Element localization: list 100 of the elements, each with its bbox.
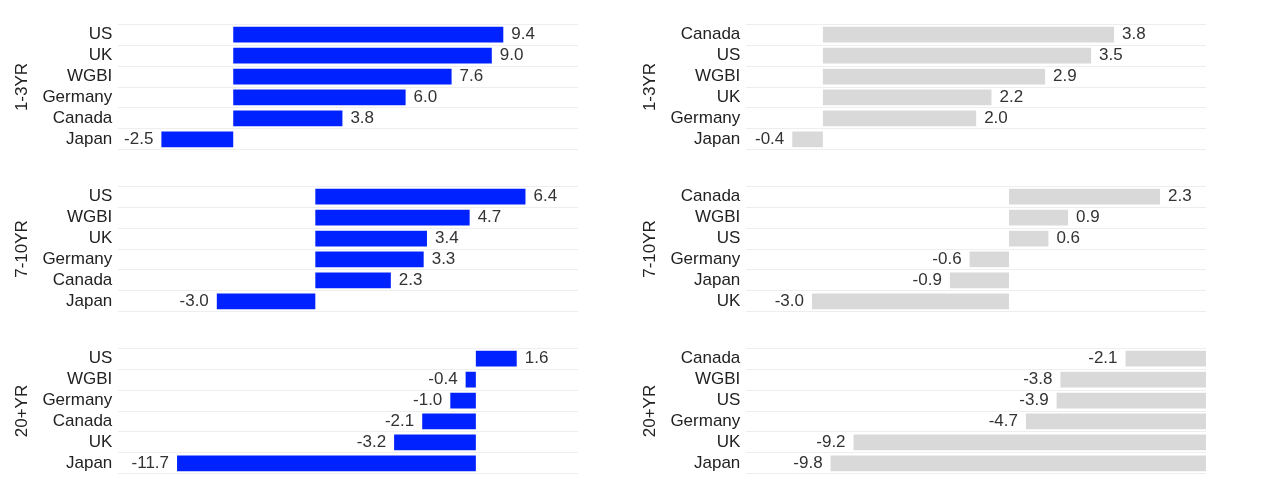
data-label: 4.7 (477, 207, 502, 227)
data-label: 3.8 (1122, 24, 1146, 44)
data-label: -4.7 (988, 411, 1018, 431)
data-label: -3.8 (1023, 369, 1053, 389)
bar (969, 251, 1009, 268)
bar (792, 131, 823, 148)
bar (315, 188, 526, 205)
data-label: -0.6 (932, 249, 962, 269)
data-label: -11.7 (131, 453, 170, 473)
bar (233, 26, 504, 43)
bar (315, 209, 470, 226)
y-tick-label: Canada (680, 186, 741, 206)
data-label: 1.6 (524, 348, 549, 368)
data-label: 2.3 (1168, 186, 1192, 206)
y-tick-label: UK (88, 45, 113, 65)
bar (315, 251, 424, 268)
y-tick-label: Japan (693, 129, 741, 149)
data-label: -3.2 (356, 432, 387, 452)
bar (315, 272, 391, 289)
bar (216, 293, 316, 310)
y-tick-label: WGBI (694, 66, 741, 86)
y-tick-label: WGBI (694, 369, 741, 389)
data-label: 2.9 (1053, 66, 1077, 86)
bar (315, 230, 427, 247)
y-tick-label: Japan (693, 270, 741, 290)
data-label: 3.4 (434, 228, 459, 248)
data-label: -0.4 (754, 129, 785, 149)
data-label: -9.2 (816, 432, 846, 452)
data-label: 7.6 (459, 66, 484, 86)
bar (822, 110, 977, 127)
y-tick-label: Germany (670, 249, 741, 269)
y-tick-label: Germany (42, 87, 113, 107)
bar (233, 89, 406, 106)
y-tick-label: US (716, 228, 741, 248)
data-label: -2.1 (384, 411, 415, 431)
y-tick-label: Germany (670, 108, 741, 128)
data-label: -2.1 (1088, 348, 1118, 368)
y-tick-label: Canada (52, 411, 113, 431)
data-label: 6.4 (533, 186, 558, 206)
y-tick-label: US (716, 390, 741, 410)
bar (1008, 209, 1069, 226)
y-tick-label: Germany (42, 249, 113, 269)
bar (161, 131, 234, 148)
bar (233, 68, 452, 85)
y-axis-title: 20+YR (639, 384, 659, 438)
data-label: -3.0 (179, 291, 209, 311)
y-tick-label: US (88, 186, 113, 206)
bar (811, 293, 1009, 310)
data-label: -0.9 (912, 270, 942, 290)
bar (949, 272, 1009, 289)
data-label: 0.9 (1076, 207, 1100, 227)
y-axis-title: 20+YR (11, 384, 31, 438)
data-label: 9.0 (499, 45, 524, 65)
y-tick-label: Canada (52, 270, 113, 290)
data-label: 2.2 (999, 87, 1024, 107)
y-axis-title: 1-3YR (11, 62, 31, 112)
bar (822, 89, 992, 106)
y-tick-label: WGBI (694, 207, 741, 227)
bar (822, 47, 1092, 64)
y-tick-label: Canada (680, 24, 741, 44)
y-tick-label: Japan (693, 453, 741, 473)
y-axis-title: 7-10YR (639, 220, 659, 278)
y-tick-label: Japan (65, 291, 113, 311)
data-label: -3.0 (774, 291, 804, 311)
y-tick-label: WGBI (66, 66, 113, 86)
data-label: 2.0 (984, 108, 1008, 128)
y-tick-label: US (88, 24, 113, 44)
y-tick-label: UK (716, 291, 741, 311)
bar (233, 47, 492, 64)
y-tick-label: Germany (670, 411, 741, 431)
y-tick-label: UK (716, 432, 741, 452)
y-tick-label: UK (88, 228, 113, 248)
y-tick-label: UK (716, 87, 741, 107)
y-tick-label: Canada (52, 108, 113, 128)
y-axis-title: 7-10YR (11, 220, 31, 278)
y-tick-label: Japan (65, 453, 113, 473)
data-label: 3.5 (1099, 45, 1123, 65)
y-tick-label: Germany (42, 390, 113, 410)
bar (1008, 188, 1161, 205)
data-label: 9.4 (511, 24, 535, 44)
y-tick-label: US (716, 45, 741, 65)
data-label: -1.0 (413, 390, 443, 410)
data-label: 3.8 (350, 108, 375, 128)
y-tick-label: US (88, 348, 113, 368)
bar (822, 68, 1046, 85)
y-tick-label: Japan (65, 129, 113, 149)
data-label: 2.3 (398, 270, 423, 290)
data-label: -9.8 (793, 453, 823, 473)
y-tick-label: Canada (680, 348, 741, 368)
y-tick-label: WGBI (66, 207, 113, 227)
y-axis-title: 1-3YR (639, 62, 659, 112)
data-label: -3.9 (1019, 390, 1049, 410)
y-tick-label: UK (88, 432, 113, 452)
bar (233, 110, 343, 127)
data-label: 0.6 (1056, 228, 1081, 248)
data-label: -0.4 (428, 369, 458, 389)
y-tick-label: WGBI (66, 369, 113, 389)
data-label: -2.5 (124, 129, 154, 149)
bar (822, 26, 1115, 43)
data-label: 6.0 (413, 87, 438, 107)
